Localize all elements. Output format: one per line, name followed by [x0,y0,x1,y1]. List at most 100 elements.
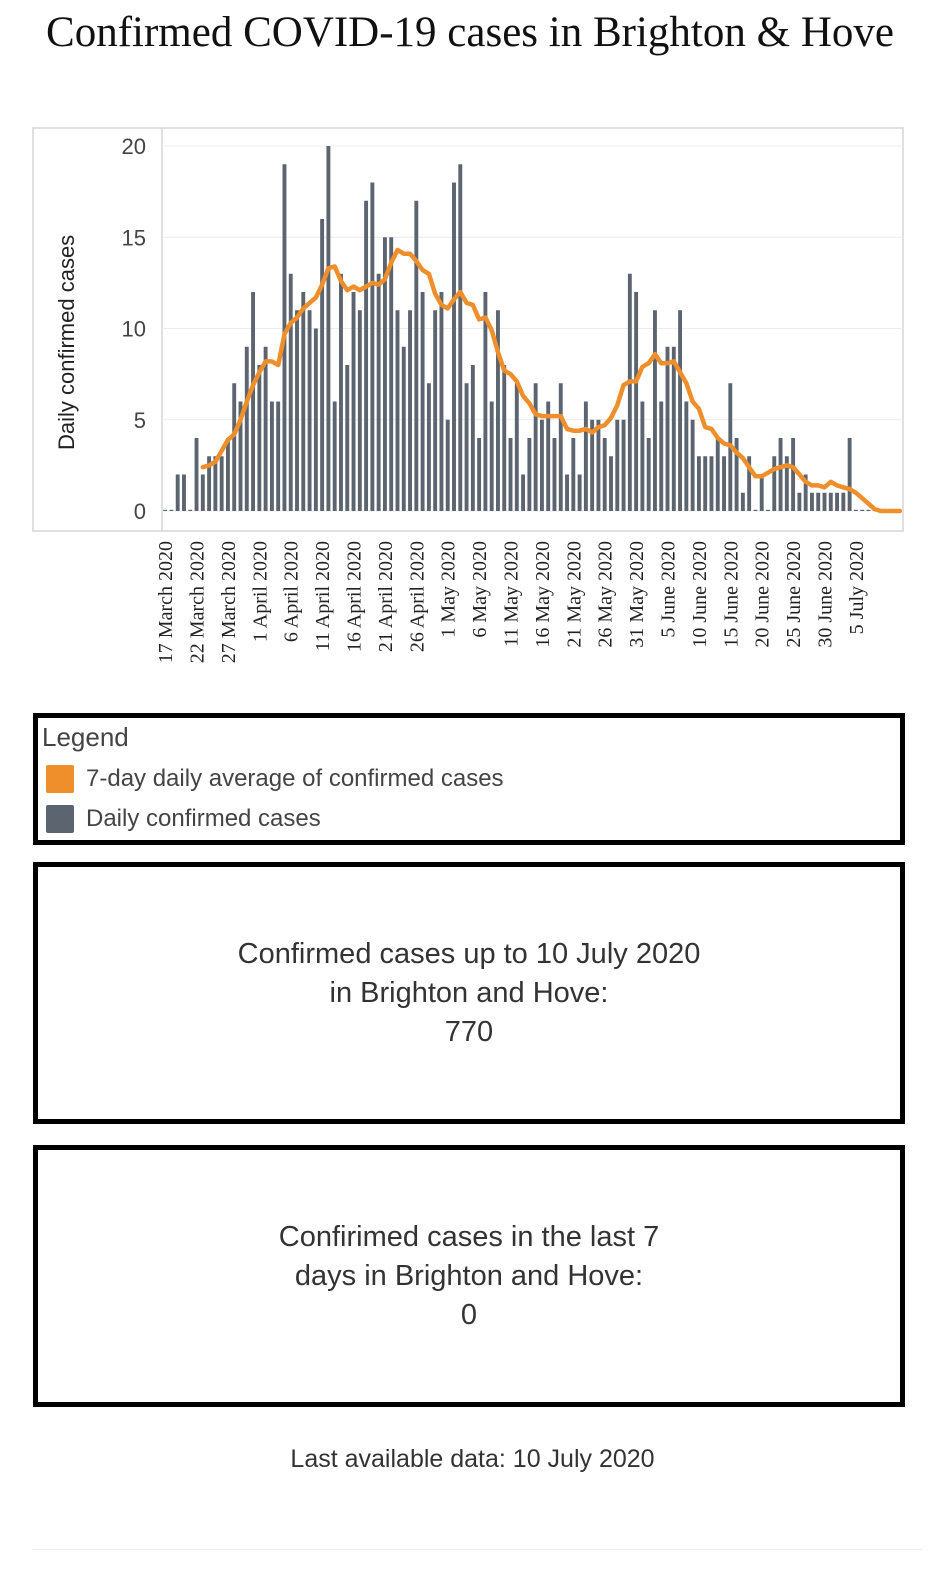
bar [351,292,356,511]
bar [401,346,406,511]
bar [288,273,293,511]
legend-item-daily: Daily confirmed cases [46,804,321,834]
bar [477,438,482,511]
bar [866,509,871,511]
last-7-days-line-2: days in Brighton and Hove: [294,1259,644,1292]
bar [483,292,488,511]
bar [722,456,726,511]
bar [665,346,670,511]
bar [615,419,620,511]
bar [715,438,720,511]
x-tick-label: 20 June 2020 [752,541,774,648]
bar [207,456,212,511]
last-7-days-value: 0 [460,1298,478,1331]
x-tick-label: 6 May 2020 [469,541,491,638]
bar [470,365,475,511]
bar [552,438,557,511]
bar [502,365,507,511]
divider [33,1549,923,1550]
x-tick-label: 21 May 2020 [563,541,585,648]
bar [345,365,350,511]
bar [301,292,306,511]
bar [408,310,412,511]
bar [169,509,174,511]
bar [514,383,519,511]
x-tick-label: 26 May 2020 [595,541,617,648]
bar [263,346,268,511]
y-tick-label: 15 [122,225,146,250]
x-tick-label: 17 March 2020 [155,541,177,663]
bar [596,419,601,511]
bar [332,401,337,511]
bar [163,509,168,511]
bar [609,456,613,511]
bar [269,401,274,511]
last-7-days-panel: Confirimed cases in the last 7 days in B… [33,1145,905,1407]
bar [841,492,846,511]
bar [225,438,230,511]
bar [653,310,657,511]
bar [847,438,852,511]
bar [307,310,312,511]
bar [747,456,752,511]
bar [709,456,714,511]
bar [853,509,858,511]
x-tick-label: 27 March 2020 [218,541,240,663]
legend-swatch-average [46,765,74,793]
x-tick-label: 1 April 2020 [249,541,271,642]
daily-cases-chart: 0 5 10 15 20 Daily confirmed cases 17 March 20… [32,127,904,663]
bar [445,419,450,511]
x-tick-label: 1 May 2020 [438,541,460,638]
bar [678,310,683,511]
bar [395,310,400,511]
bar [571,438,576,511]
bar [822,492,827,511]
bar [759,474,764,511]
bar [539,419,544,511]
bar [602,438,607,511]
bar [458,164,463,511]
bar [659,401,664,511]
bar [320,219,325,511]
bar [740,492,745,511]
bar [244,346,249,511]
x-tick-label: 31 May 2020 [626,541,648,648]
bar [414,200,419,511]
y-axis-title: Daily confirmed cases [54,235,79,450]
bar [671,346,676,511]
bar [772,456,777,511]
bar [420,292,425,511]
bar [182,474,186,511]
bar [389,237,394,511]
average-line [200,247,903,514]
bar [558,383,563,511]
page-title: Confirmed COVID-19 cases in Brighton & H… [46,9,894,56]
bar [175,474,180,511]
y-tick-label: 10 [122,317,146,342]
bar [778,438,783,511]
bar [546,401,551,511]
bar [251,292,256,511]
bar [646,438,651,511]
bar [213,456,218,511]
x-tick-label: 5 June 2020 [658,541,680,638]
bar [232,383,237,511]
bar [703,456,708,511]
bar [426,383,431,511]
total-cases-line-1: Confirmed cases up to 10 July 2020 [237,937,701,970]
bar [194,438,199,511]
bar [376,273,381,511]
bar [583,401,588,511]
bar [621,419,626,511]
x-tick-label: 21 April 2020 [375,541,397,652]
bar [257,365,262,511]
bar [276,401,281,511]
y-tick-label: 20 [122,134,146,159]
legend-label-daily: Daily confirmed cases [86,805,321,832]
x-tick-label: 22 March 2020 [187,541,209,663]
bar [489,401,494,511]
bar [791,438,796,511]
x-tick-label: 25 June 2020 [783,541,805,648]
bar [627,273,632,511]
bar [326,146,331,511]
